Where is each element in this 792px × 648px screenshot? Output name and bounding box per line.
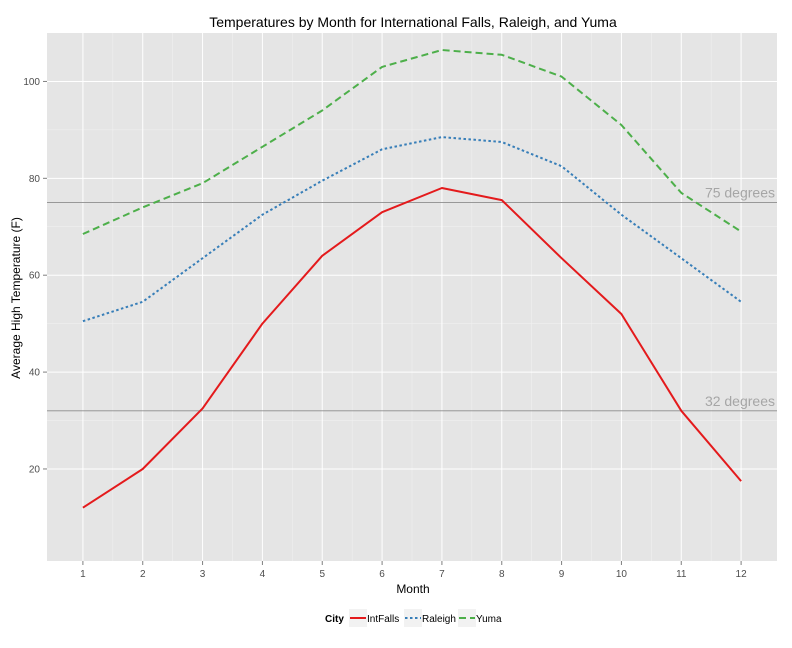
x-tick-label: 4 (260, 569, 266, 580)
x-tick-label: 3 (200, 569, 206, 580)
x-tick-label: 5 (319, 569, 325, 580)
legend-key-bg (404, 609, 422, 627)
x-tick-label: 1 (80, 569, 86, 580)
x-tick-label: 11 (676, 569, 687, 580)
x-axis-title: Month (396, 582, 429, 596)
minor-gridlines (47, 33, 777, 561)
x-tick-label: 6 (379, 569, 385, 580)
legend-label-intfalls: IntFalls (367, 614, 399, 625)
legend-label-yuma: Yuma (476, 614, 502, 625)
y-tick-label: 60 (29, 271, 41, 282)
x-tick-label: 12 (736, 569, 748, 580)
y-axis-title: Average High Temperature (F) (9, 217, 23, 379)
y-axis: 20 40 60 80 100 (23, 77, 47, 475)
x-tick-label: 10 (616, 569, 628, 580)
series-line-yuma (82, 49, 742, 235)
legend-title: City (325, 614, 344, 625)
major-gridlines (47, 33, 777, 561)
y-tick-label: 100 (23, 77, 40, 88)
x-tick-label: 2 (140, 569, 146, 580)
series-line-raleigh (82, 136, 742, 323)
reference-line-label: 32 degrees (705, 393, 775, 409)
chart-title: Temperatures by Month for International … (209, 14, 617, 30)
x-tick-label: 8 (499, 569, 505, 580)
x-tick-label: 7 (439, 569, 445, 580)
legend-label-raleigh: Raleigh (422, 614, 456, 625)
y-tick-label: 80 (29, 174, 41, 185)
reference-lines: 75 degrees 32 degrees (47, 185, 777, 412)
legend: City IntFalls Raleigh Yuma (325, 609, 502, 627)
series-line-intfalls (82, 187, 742, 509)
y-tick-label: 20 (29, 464, 41, 475)
legend-key-bg (458, 609, 476, 627)
reference-line-label: 75 degrees (705, 185, 775, 201)
series-lines (82, 49, 742, 509)
x-axis: 1 2 3 4 5 6 7 8 9 10 11 12 (80, 561, 747, 580)
x-tick-label: 9 (559, 569, 565, 580)
y-tick-label: 40 (29, 368, 41, 379)
